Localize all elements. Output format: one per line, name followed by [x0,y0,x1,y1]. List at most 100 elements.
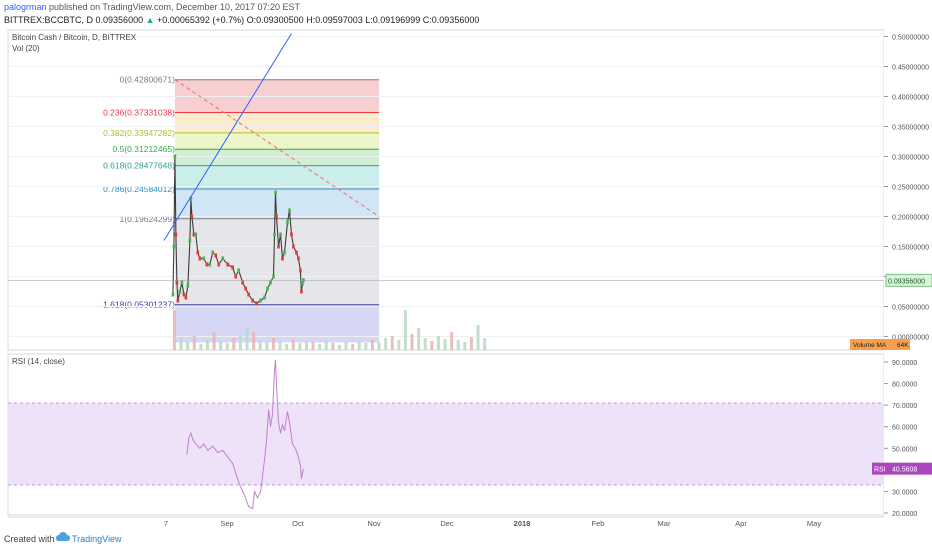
price-candle [192,232,196,237]
rsi-tick-label: 20.0000 [892,511,917,518]
fib-level-label: 1.618(0.05301237) [103,300,175,310]
price-candle [176,298,180,303]
price-tick-label: 0.40000000 [892,95,929,102]
volume-bar [443,339,447,350]
footer: Created with TradingView [0,528,932,550]
price-candle [272,274,275,279]
volume-bar [436,336,440,350]
price-candle [237,268,240,273]
fib-level-label: 0.5(0.31212465) [113,144,176,154]
ascending-trendline [163,33,292,241]
time-tick-label: 2018 [514,519,531,528]
volume-bar [364,343,368,350]
volume-bar [271,338,275,350]
time-tick-label: Mar [658,519,671,528]
price-candle [182,292,186,297]
price-tick-label: 0.25000000 [892,185,929,192]
price-candle [211,250,215,255]
price-candle [288,208,291,213]
price-candle [300,289,303,294]
rsi-tick-label: 70.0000 [892,403,917,410]
volume-bar [172,310,176,350]
price-candle [297,256,300,261]
volume-bar [410,334,414,350]
fib-zone [174,149,380,166]
volume-bar [344,342,348,350]
price-tick-label: 0.35000000 [892,125,929,132]
rsi-tick-label: 60.0000 [892,425,917,432]
volume-bar [370,340,374,350]
volume-ma-label: Volume MA [853,342,887,349]
rsi-band [8,403,884,485]
volume-bar [318,344,322,350]
price-candle [172,244,176,249]
rsi-title: RSI (14, close) [12,357,65,366]
time-tick-label: May [807,519,821,528]
volume-bar [212,332,216,350]
price-candle [269,280,272,285]
symbol-name: BITTREX:BCCBTC, D [4,15,94,25]
price-candle [244,286,247,291]
price-chart[interactable]: 0(0.42800671) 0.236(0.37331038) 0.382(0.33… [0,0,932,528]
price-candle [205,262,209,267]
volume-bar [278,341,282,350]
price-tick-label: 0.15000000 [892,245,929,252]
price-tick-label: 0.05000000 [892,305,929,312]
created-with-text: Created with [4,534,55,544]
price-candle [277,244,280,249]
volume-bar [337,345,341,350]
time-tick-label: Dec [440,519,454,528]
volume-bar [179,338,183,350]
publish-info: palogrman published on TradingView.com, … [4,2,300,12]
fib-zone [174,165,380,189]
volume-bar [423,338,427,350]
price-candle [186,283,190,288]
price-candle [275,214,278,219]
fib-zone [174,112,380,133]
price-tick-label: 0.00000000 [892,335,929,342]
volume-bar [291,339,295,350]
author-link[interactable]: palogrman [4,2,47,12]
price-candle [214,253,218,258]
time-tick-label: 7 [164,519,168,528]
volume-bar [463,342,467,350]
volume-bar [476,325,480,350]
price-candle [292,244,295,249]
fib-zone [174,218,380,305]
volume-bar [377,342,381,350]
rsi-tick-label: 50.0000 [892,446,917,453]
price-candle [226,262,230,267]
time-tick-label: Feb [592,519,605,528]
price-tick-label: 0.30000000 [892,155,929,162]
volume-bar [456,340,460,350]
fib-level-label: 0.618(0.28477648) [103,161,175,171]
price-candle [301,281,304,286]
price-candle [279,232,282,237]
volume-bar [450,332,454,350]
price-candle [259,298,262,303]
price-candle [188,238,192,243]
time-tick-label: Sep [220,519,233,528]
price-candle [178,289,182,294]
tradingview-cloud-icon [56,532,70,541]
tradingview-link[interactable]: TradingView [72,534,122,544]
volume-bar [324,340,328,350]
volume-bar [219,341,223,350]
price-change: +0.00065392 (+0.7%) [157,15,245,25]
chart-title: Bitcoin Cash / Bitcoin, D, BITTREX [12,33,137,42]
price-candle [198,256,202,261]
volume-ma-value: 64K [897,342,909,349]
fib-level-label: 0.236(0.37331038) [103,108,175,118]
ohlc-values: O:0.09300500 H:0.09597003 L:0.09196999 C… [246,15,480,25]
price-candle [194,232,198,237]
volume-bar [351,344,355,350]
price-candle [283,250,286,255]
last-price: 0.09356000 [95,15,144,25]
price-candle [281,256,284,261]
publish-text: published on TradingView.com, December 1… [49,2,301,12]
volume-bar [417,328,421,350]
rsi-tick-label: 80.0000 [892,382,917,389]
price-pane [7,29,885,351]
price-candle [234,274,237,279]
rsi-tick-label: 30.0000 [892,489,917,496]
